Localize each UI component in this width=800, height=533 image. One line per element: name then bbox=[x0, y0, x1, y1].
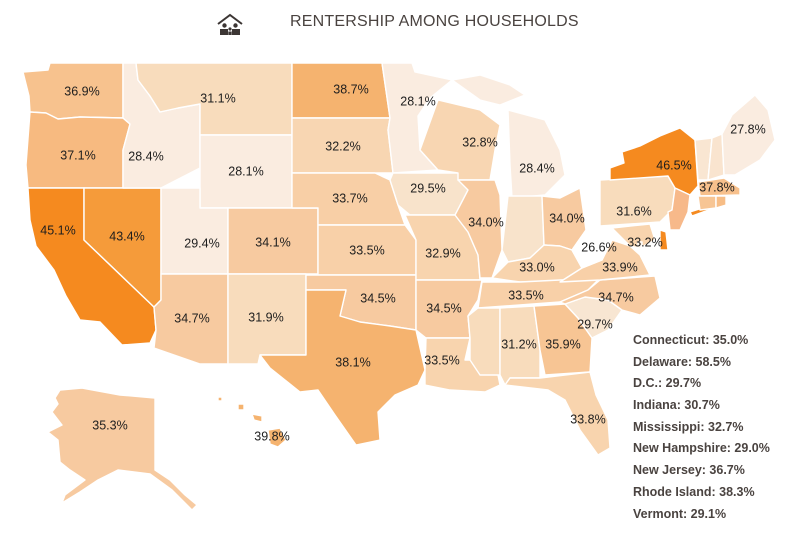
state-hawaii-maui[interactable] bbox=[251, 413, 263, 423]
state-massachusetts[interactable] bbox=[697, 177, 741, 197]
label-tn: 33.5% bbox=[508, 288, 543, 302]
state-north-carolina[interactable] bbox=[559, 275, 661, 316]
state-pennsylvania[interactable] bbox=[599, 175, 676, 227]
state-louisiana[interactable] bbox=[424, 337, 501, 393]
label-ks: 33.5% bbox=[349, 243, 384, 257]
label-wi: 32.8% bbox=[462, 135, 497, 149]
label-or: 37.1% bbox=[60, 148, 95, 162]
chart-title: RENTERSHIP AMONG HOUSEHOLDS bbox=[290, 13, 579, 30]
state-new-jersey[interactable] bbox=[667, 187, 691, 231]
label-md: 33.2% bbox=[627, 235, 662, 249]
state-maine[interactable] bbox=[721, 94, 776, 176]
label-ca: 45.1% bbox=[40, 223, 75, 237]
small-states-legend: Connecticut: 35.0% Delaware: 58.5% D.C.:… bbox=[633, 330, 770, 525]
label-wy: 28.1% bbox=[228, 164, 263, 178]
label-co: 34.1% bbox=[255, 235, 290, 249]
legend-item-indiana: Indiana: 30.7% bbox=[633, 398, 720, 413]
label-ne: 33.7% bbox=[332, 191, 367, 205]
label-oh: 34.0% bbox=[549, 211, 584, 225]
label-hi: 39.8% bbox=[254, 429, 289, 443]
state-maryland[interactable] bbox=[611, 223, 656, 249]
legend-item-dc: D.C.: 29.7% bbox=[633, 376, 702, 391]
label-mo: 32.9% bbox=[425, 246, 460, 260]
label-ut: 29.4% bbox=[184, 236, 219, 250]
label-pa: 31.6% bbox=[616, 204, 651, 218]
state-hawaii-oahu[interactable] bbox=[237, 403, 245, 411]
state-delaware[interactable] bbox=[659, 229, 669, 251]
label-ok: 34.5% bbox=[360, 291, 395, 305]
state-minnesota[interactable] bbox=[381, 62, 453, 174]
label-nc: 34.7% bbox=[598, 290, 633, 304]
label-wv: 26.6% bbox=[581, 240, 616, 254]
chart-header: RENTERSHIP AMONG HOUSEHOLDS bbox=[0, 0, 800, 46]
legend-item-new-hampshire: New Hampshire: 29.0% bbox=[633, 441, 770, 456]
label-az: 34.7% bbox=[174, 311, 209, 325]
state-hawaii-big-island[interactable] bbox=[267, 427, 287, 448]
state-illinois[interactable] bbox=[454, 179, 503, 279]
legend-item-vermont: Vermont: 29.1% bbox=[633, 506, 727, 521]
label-id: 28.4% bbox=[128, 149, 163, 163]
legend-item-new-jersey: New Jersey: 36.7% bbox=[633, 463, 745, 478]
label-me: 27.8% bbox=[730, 122, 765, 136]
legend-item-connecticut: Connecticut: 35.0% bbox=[633, 333, 749, 347]
state-rhode-island[interactable] bbox=[715, 195, 727, 209]
label-tx: 38.1% bbox=[335, 355, 370, 369]
label-sd: 32.2% bbox=[325, 139, 360, 153]
state-dc[interactable] bbox=[637, 241, 643, 247]
label-ky: 33.0% bbox=[519, 260, 554, 274]
label-mn: 28.1% bbox=[400, 94, 435, 108]
label-nv: 43.4% bbox=[109, 229, 144, 243]
state-michigan-upper[interactable] bbox=[451, 74, 526, 106]
state-florida[interactable] bbox=[504, 371, 611, 456]
house-with-family-icon bbox=[217, 13, 243, 35]
legend-item-rhode-island: Rhode Island: 38.3% bbox=[633, 484, 755, 499]
label-wa: 36.9% bbox=[64, 84, 99, 98]
label-al: 31.2% bbox=[501, 337, 536, 351]
label-ar: 34.5% bbox=[426, 301, 461, 315]
legend-item-mississippi: Mississippi: 32.7% bbox=[633, 419, 744, 434]
label-sc: 29.7% bbox=[577, 317, 612, 331]
state-texas[interactable] bbox=[259, 289, 426, 446]
label-ny: 46.5% bbox=[656, 158, 691, 172]
state-connecticut[interactable] bbox=[697, 195, 717, 211]
label-ak: 35.3% bbox=[92, 418, 127, 432]
label-il: 34.0% bbox=[468, 215, 503, 229]
state-michigan[interactable] bbox=[507, 109, 566, 199]
label-mt: 31.1% bbox=[200, 91, 235, 105]
label-mi: 28.4% bbox=[519, 161, 554, 175]
state-mississippi[interactable] bbox=[467, 307, 501, 376]
label-va: 33.9% bbox=[602, 260, 637, 274]
label-la: 33.5% bbox=[424, 353, 459, 367]
label-ga: 35.9% bbox=[545, 337, 580, 351]
label-ia: 29.5% bbox=[410, 181, 445, 195]
label-nm: 31.9% bbox=[248, 310, 283, 324]
label-fl: 33.8% bbox=[570, 412, 605, 426]
legend-item-delaware: Delaware: 58.5% bbox=[633, 354, 731, 369]
label-nd: 38.7% bbox=[333, 82, 368, 96]
label-ma: 37.8% bbox=[699, 180, 734, 194]
state-alaska[interactable] bbox=[47, 387, 198, 511]
state-hawaii-kauai[interactable] bbox=[217, 396, 223, 402]
